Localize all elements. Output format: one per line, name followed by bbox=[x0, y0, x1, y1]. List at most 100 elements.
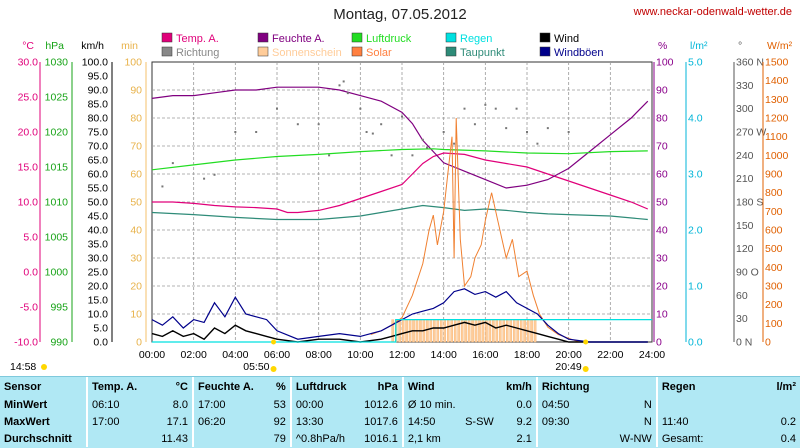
axis-tick-label: 0.0 bbox=[688, 337, 703, 349]
stats-cell bbox=[192, 430, 258, 447]
sun-icon bbox=[270, 366, 277, 372]
page-title: Montag, 07.05.2012 bbox=[333, 6, 467, 23]
series-line-taupunkt bbox=[151, 204, 648, 221]
direction-point bbox=[426, 146, 428, 149]
axis-unit-label: hPa bbox=[45, 40, 64, 52]
axis-tick-label: 20 bbox=[130, 281, 142, 293]
axis-tick-label: 800 bbox=[765, 187, 783, 199]
legend-swatch bbox=[257, 46, 269, 57]
axis-tick-label: 50 bbox=[130, 197, 142, 209]
x-tick-label: 24:00 bbox=[639, 349, 665, 361]
x-tick-label: 16:00 bbox=[472, 349, 498, 361]
axis-tick-label: 80.0 bbox=[88, 113, 109, 125]
stats-header-temp: Temp. A. bbox=[86, 377, 144, 396]
stats-cell: 1012.6 bbox=[364, 398, 398, 411]
stats-cell bbox=[732, 396, 800, 413]
axis-tick-label: 60 bbox=[736, 290, 748, 302]
legend-swatch bbox=[445, 46, 457, 57]
x-tick-label: 22:00 bbox=[597, 349, 623, 361]
axis-tick-label: 10 bbox=[130, 309, 142, 321]
axis-tick-label: 90.0 bbox=[88, 85, 109, 97]
stats-cell: 8.0 bbox=[172, 398, 188, 411]
axis-tick-label: 70 bbox=[656, 141, 668, 153]
stats-header-hum-unit: % bbox=[276, 380, 286, 393]
axis-tick-label: 1.0 bbox=[688, 281, 703, 293]
axis-tick-label: 100 bbox=[124, 57, 142, 69]
site-link[interactable]: www.neckar-odenwald-wetter.de bbox=[633, 6, 792, 18]
legend-label: Temp. A. bbox=[176, 33, 219, 45]
sunshine-bar bbox=[450, 319, 453, 343]
sunshine-bar bbox=[398, 319, 401, 343]
legend-label: Taupunkt bbox=[460, 47, 505, 59]
axis-tick-label: 400 bbox=[765, 262, 783, 274]
sunshine-bar bbox=[492, 319, 495, 343]
stats-cell: 17.1 bbox=[166, 415, 188, 428]
stats-cell: 04:50 bbox=[535, 396, 606, 413]
series-line-temp-a bbox=[152, 152, 649, 214]
axis-unit-label: km/h bbox=[81, 40, 104, 52]
sunshine-bar bbox=[436, 319, 440, 343]
axis-tick-label: 300 bbox=[765, 281, 783, 293]
stats-cell: 11:40 bbox=[655, 413, 732, 430]
direction-point bbox=[371, 132, 374, 135]
direction-point bbox=[359, 107, 362, 110]
axis-tick-label: 30.0 bbox=[18, 57, 39, 69]
axis-tick-label: 180 S bbox=[736, 197, 763, 209]
series-line-luftdruck bbox=[151, 148, 648, 171]
x-tick-label: 10:00 bbox=[347, 349, 373, 361]
stats-row-avg: Durchschnitt 11.43 79 ^0.8hPa/h 1016.1 2… bbox=[0, 430, 800, 447]
axis-tick-label: 85.0 bbox=[88, 99, 109, 111]
sunshine-bar bbox=[488, 319, 492, 343]
axis-tick-label: 65.0 bbox=[88, 155, 109, 167]
axis-tick-label: 25.0 bbox=[88, 267, 109, 279]
axis-tick-label: 0 bbox=[765, 337, 771, 349]
sunshine-bar bbox=[401, 319, 405, 343]
axis-tick-label: 20.0 bbox=[88, 281, 109, 293]
axis-tick-label: 60.0 bbox=[88, 169, 109, 181]
direction-point bbox=[536, 142, 539, 145]
stats-cell: ^0.8hPa/h bbox=[289, 430, 358, 447]
axis-tick-label: 50.0 bbox=[88, 197, 109, 209]
axis-unit-label: W/m² bbox=[767, 40, 793, 52]
sunshine-bar bbox=[426, 319, 429, 343]
legend-swatch bbox=[257, 32, 269, 43]
stats-cell: N bbox=[643, 398, 652, 411]
legend-swatch bbox=[161, 46, 173, 57]
axis-tick-label: 70.0 bbox=[88, 141, 109, 153]
direction-point bbox=[421, 138, 424, 141]
direction-point bbox=[338, 84, 341, 87]
direction-point bbox=[494, 107, 497, 110]
direction-point bbox=[515, 107, 518, 110]
axis-tick-label: 150 bbox=[736, 220, 754, 232]
stats-cell bbox=[535, 430, 606, 447]
stats-cell: 1017.6 bbox=[364, 415, 398, 428]
direction-point bbox=[328, 154, 331, 157]
axis-unit-label: °C bbox=[22, 40, 34, 52]
axis-tick-label: 240 bbox=[736, 150, 754, 162]
sunshine-bar bbox=[471, 319, 474, 343]
stats-header-sensor: Sensor bbox=[4, 380, 42, 393]
series-line-solar bbox=[370, 117, 580, 343]
axis-tick-label: 90 O bbox=[736, 267, 759, 279]
stats-cell: 9.2 bbox=[516, 415, 532, 428]
direction-point bbox=[161, 185, 164, 188]
sunset-label: 20:49 bbox=[555, 361, 581, 373]
axis-tick-label: 100 bbox=[656, 57, 674, 69]
stats-cell: 17:00 bbox=[86, 413, 144, 430]
stats-cell: 2.1 bbox=[516, 432, 532, 445]
direction-point bbox=[505, 127, 508, 130]
axis-tick-label: 0.0 bbox=[93, 337, 108, 349]
direction-point bbox=[342, 80, 345, 83]
axis-tick-label: 1300 bbox=[765, 94, 789, 106]
series-line-wind bbox=[151, 321, 648, 343]
stats-cell: 2,1 km bbox=[401, 430, 460, 447]
stats-cell: 14:50 bbox=[401, 413, 460, 430]
axis-tick-label: 1500 bbox=[765, 57, 789, 69]
axis-tick-label: 120 bbox=[736, 243, 754, 255]
axis-tick-label: 600 bbox=[765, 225, 783, 237]
legend-label: Regen bbox=[460, 33, 492, 45]
stats-header-rain-unit: l/m² bbox=[776, 380, 796, 393]
axis-tick-label: 270 W bbox=[736, 127, 766, 139]
axis-tick-label: 1400 bbox=[765, 75, 789, 87]
axis-tick-label: 80 bbox=[656, 113, 668, 125]
